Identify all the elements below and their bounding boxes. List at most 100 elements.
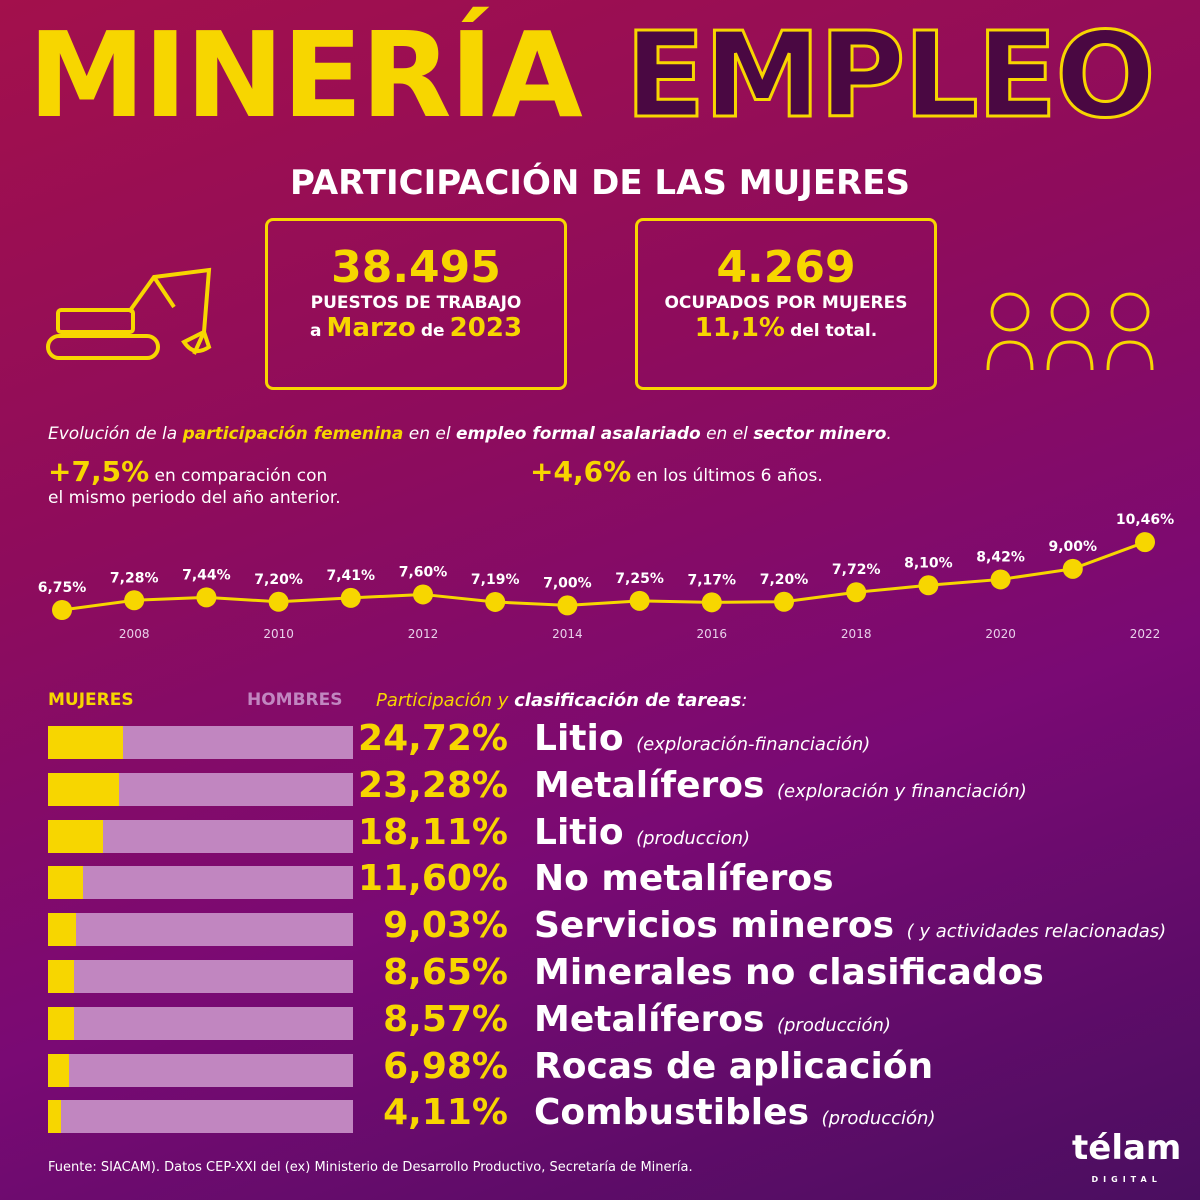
jobs-number: 38.495 [331, 242, 501, 293]
jobs-box: 38.495 PUESTOS DE TRABAJO a Marzo de 202… [265, 218, 567, 390]
women-box: 4.269 OCUPADOS POR MUJERES 11,1% del tot… [635, 218, 937, 390]
bar-track [48, 819, 353, 853]
data-point [629, 590, 650, 611]
bar-pct: 18,11% [358, 811, 508, 853]
data-label: 9,00% [1049, 539, 1098, 555]
data-label: 7,20% [254, 572, 303, 588]
bar-category: Metalíferos (exploración y financiación) [534, 764, 1027, 806]
telam-logo: télam DIGITAL [1072, 1128, 1182, 1184]
jobs-month: Marzo [326, 313, 416, 343]
bar-pct: 6,98% [383, 1045, 508, 1087]
data-label: 8,42% [976, 549, 1025, 565]
bar-category: Metalíferos (producción) [534, 998, 891, 1040]
subtitle: PARTICIPACIÓN DE LAS MUJERES [290, 163, 910, 203]
bars-title: Participación y clasificación de tareas: [376, 690, 748, 711]
bar-category: Servicios mineros ( y actividades relaci… [534, 905, 1167, 947]
stat-6y: +4,6% en los últimos 6 años. [530, 455, 823, 488]
jobs-year: 2023 [449, 313, 523, 343]
bar-track [48, 866, 353, 900]
women-icon [986, 292, 1154, 371]
bar-fill-mujeres [48, 1100, 61, 1134]
jobs-label: PUESTOS DE TRABAJO [310, 293, 522, 313]
bar-track [48, 960, 353, 993]
evolution-text: Evolución de la participación femenina e… [48, 424, 892, 444]
data-point [701, 592, 722, 613]
data-label: 8,10% [904, 555, 953, 571]
bar-fill-mujeres [48, 1006, 75, 1040]
x-tick-label: 2016 [697, 627, 728, 641]
bar-fill-mujeres [48, 913, 76, 947]
bar-pct: 23,28% [358, 764, 508, 806]
data-label: 7,25% [615, 571, 664, 587]
bar-pct: 11,60% [358, 858, 508, 900]
bar-fill-mujeres [48, 819, 104, 853]
x-tick-label: 2012 [408, 627, 439, 641]
bar-track [48, 772, 353, 806]
bar-fill-mujeres [48, 960, 75, 993]
legend-hombres: HOMBRES [247, 690, 343, 710]
title-mineria: MINERÍA [28, 6, 583, 144]
data-point [340, 587, 361, 608]
data-point [124, 590, 145, 611]
bar-fill-mujeres [48, 1053, 70, 1087]
bar-pct: 8,57% [383, 998, 508, 1040]
data-point [196, 587, 217, 608]
data-point [990, 569, 1011, 590]
x-tick-label: 2010 [263, 627, 294, 641]
bar-fill-mujeres [48, 866, 84, 900]
stat-yoy: +7,5% en comparación con el mismo periodo… [48, 455, 341, 508]
data-label: 7,28% [110, 570, 159, 586]
data-label: 7,60% [399, 564, 448, 580]
data-label: 7,00% [543, 575, 592, 591]
data-point [774, 591, 794, 612]
bar-fill-mujeres [48, 772, 119, 806]
bar-category: No metalíferos [534, 858, 834, 900]
data-label: 10,46% [1116, 512, 1174, 528]
data-label: 7,44% [182, 567, 231, 583]
source: Fuente: SIACAM). Datos CEP-XXI del (ex) … [48, 1160, 693, 1175]
bar-track [48, 913, 353, 947]
bar-track [48, 1053, 353, 1087]
bar-pct: 24,72% [358, 718, 508, 759]
x-tick-label: 2020 [985, 627, 1016, 641]
x-tick-label: 2018 [841, 627, 872, 641]
x-tick-label: 2008 [119, 627, 150, 641]
data-point [846, 582, 867, 603]
bar-track [48, 1006, 353, 1040]
women-number: 4.269 [716, 242, 856, 293]
jobs-de: de [420, 321, 445, 341]
excavator-icon [46, 267, 212, 360]
data-point [485, 591, 506, 612]
data-label: 7,41% [327, 568, 376, 584]
bar-category: Rocas de aplicación [534, 1045, 934, 1087]
data-point [52, 600, 72, 620]
line-chart: 6,75% 7,28% 7,44% 7,20% 7,41% 7,60% 7,19% 7,00%… [38, 512, 1174, 641]
bar-category: Minerales no clasificados [534, 952, 1044, 993]
data-point [1062, 558, 1083, 579]
title-empleo: EMPLEO [624, 6, 1158, 144]
bar-fill-mujeres [48, 726, 124, 759]
bar-category: Litio (exploración-financiación) [534, 718, 871, 759]
bar-pct: 4,11% [383, 1092, 508, 1134]
jobs-pre: a [309, 321, 322, 341]
series-line [61, 540, 1146, 612]
data-label: 6,75% [38, 580, 87, 596]
bar-category: Combustibles (producción) [534, 1092, 936, 1134]
bar-track [48, 1100, 353, 1134]
bar-category: Litio (produccion) [534, 811, 751, 853]
data-point [918, 575, 939, 596]
data-label: 7,17% [688, 572, 737, 588]
women-suffix: del total. [790, 321, 878, 341]
data-point [557, 595, 578, 616]
women-pct: 11,1% [694, 313, 785, 343]
x-tick-label: 2022 [1130, 627, 1161, 641]
bar-track [48, 726, 353, 759]
data-point [413, 584, 433, 605]
x-tick-label: 2014 [552, 627, 583, 641]
legend-mujeres: MUJERES [48, 690, 134, 710]
data-point [1135, 532, 1155, 553]
data-label: 7,19% [471, 572, 520, 588]
women-label: OCUPADOS POR MUJERES [664, 293, 908, 313]
data-point [268, 591, 289, 612]
data-label: 7,20% [760, 572, 809, 588]
